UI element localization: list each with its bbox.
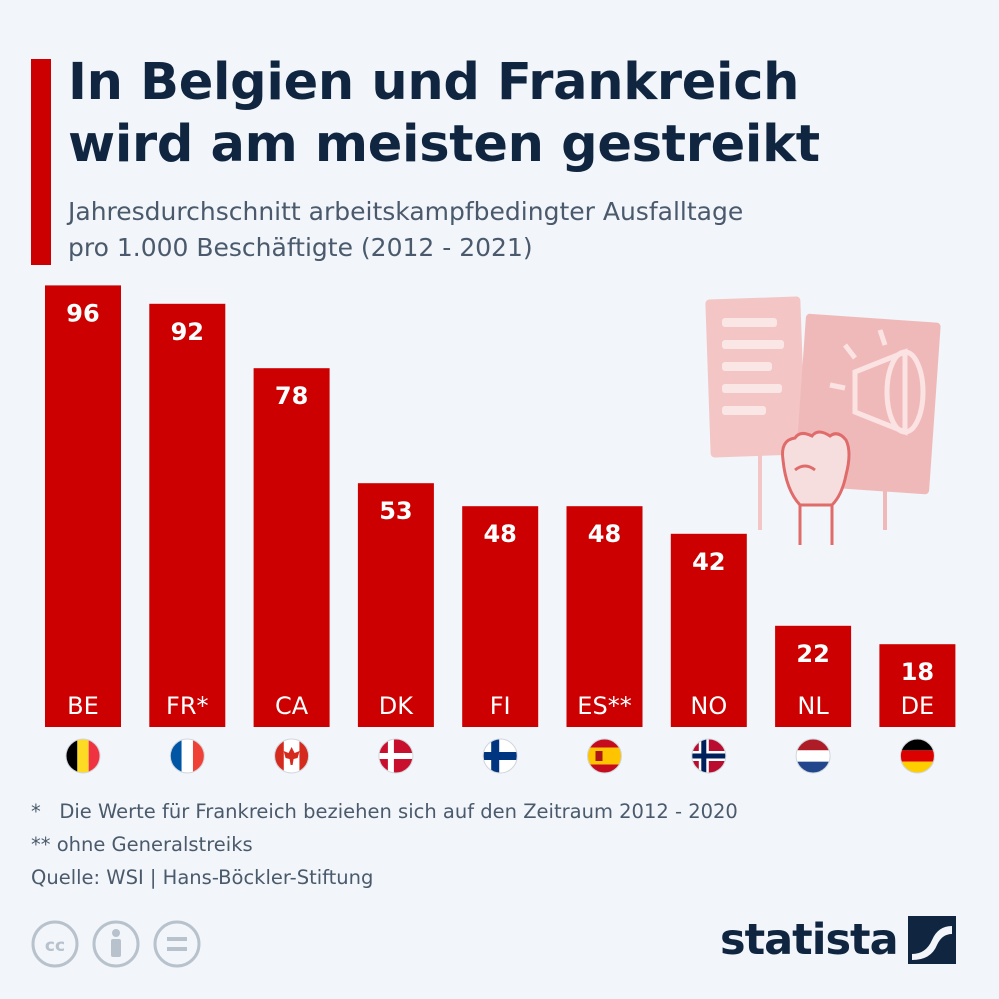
- bar-be: [45, 285, 121, 727]
- bar-de: [879, 644, 956, 727]
- bar-no: [670, 533, 747, 727]
- value-label: 48: [483, 520, 516, 548]
- flag-fi-icon: [482, 738, 518, 774]
- chart-subtitle: Jahresdurchschnitt arbeitskampfbedingter…: [68, 194, 948, 266]
- flag-nl-icon: [795, 738, 831, 774]
- flag-dk-icon: [378, 738, 414, 774]
- category-label: BE: [67, 692, 99, 720]
- bar-fr: [149, 303, 226, 727]
- protest-sign-icon: [705, 296, 806, 458]
- subtitle-line-1: Jahresdurchschnitt arbeitskampfbedingter…: [68, 197, 744, 226]
- title-accent-bar: [31, 59, 51, 265]
- flag-be-icon: [65, 738, 101, 774]
- flag-no-icon: [691, 738, 727, 774]
- category-label: FI: [490, 692, 511, 720]
- title-line-1: In Belgien und Frankreich: [68, 53, 800, 112]
- footnote-france: * Die Werte für Frankreich beziehen sich…: [31, 800, 738, 823]
- category-label: FR*: [166, 692, 208, 720]
- value-label: 18: [901, 658, 934, 686]
- category-label: ES**: [577, 692, 631, 720]
- flag-es-icon: [587, 738, 622, 774]
- value-label: 48: [588, 520, 621, 548]
- bar-nl: [775, 625, 852, 727]
- cc-icon[interactable]: cc: [31, 920, 79, 968]
- flag-fr-icon: [169, 738, 205, 774]
- subtitle-line-2: pro 1.000 Beschäftigte (2012 - 2021): [68, 233, 533, 262]
- statista-logo-icon: [907, 916, 956, 964]
- flag-de-icon: [899, 738, 935, 774]
- title-line-2: wird am meisten gestreikt: [68, 115, 820, 174]
- category-label: NL: [797, 692, 829, 720]
- flag-ca-icon: [274, 738, 310, 774]
- license-icons: cc: [31, 920, 201, 968]
- chart-title: In Belgien und Frankreich wird am meiste…: [68, 52, 968, 176]
- footnote-spain: ** ohne Generalstreiks: [31, 833, 253, 856]
- bar-es: [566, 506, 643, 727]
- bar-fi: [462, 506, 539, 727]
- nd-icon[interactable]: [153, 920, 201, 968]
- value-label: 53: [379, 497, 412, 525]
- bar-ca: [253, 368, 330, 727]
- category-label: DK: [379, 692, 414, 720]
- source-note: Quelle: WSI | Hans-Böckler-Stiftung: [31, 866, 374, 889]
- bar-dk: [357, 483, 434, 727]
- value-label: 78: [275, 382, 308, 410]
- strike-protest-illustration: [705, 296, 941, 545]
- category-label: DE: [901, 692, 935, 720]
- value-label: 96: [66, 299, 99, 327]
- by-icon[interactable]: [92, 920, 140, 968]
- category-label: CA: [275, 692, 309, 720]
- value-label: 42: [692, 548, 725, 576]
- value-label: 22: [796, 640, 829, 668]
- raised-fist-icon: [781, 430, 851, 545]
- logo-text: statista: [720, 915, 899, 965]
- bar-chart: 96 BE 92 FR* 78 CA 53 DK 48 FI 48 ES** 42 NO 22 NL 18 DE: [45, 285, 956, 774]
- statista-logo[interactable]: statista: [720, 914, 958, 966]
- category-label: NO: [690, 692, 727, 720]
- value-label: 92: [171, 318, 204, 346]
- footnotes: * Die Werte für Frankreich beziehen sich…: [31, 795, 738, 894]
- svg-text:cc: cc: [45, 936, 65, 956]
